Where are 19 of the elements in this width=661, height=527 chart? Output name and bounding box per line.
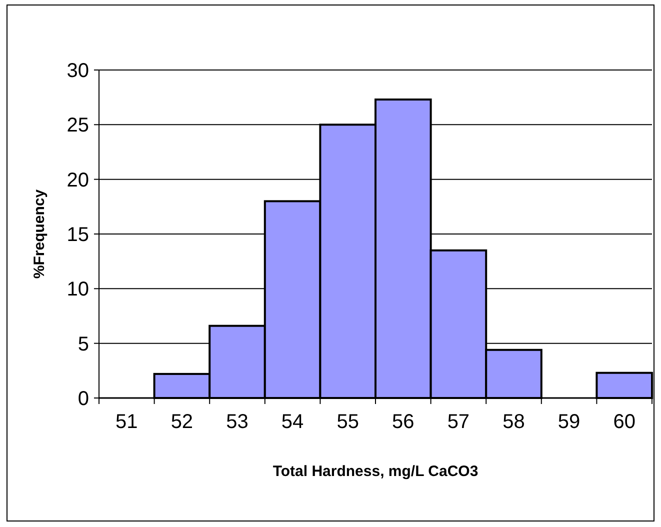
x-tick-label: 58	[502, 411, 525, 433]
y-tick-label: 20	[66, 169, 89, 192]
x-tick-label: 52	[170, 411, 194, 433]
x-tick-label: 59	[558, 411, 580, 433]
y-tick-label: 10	[66, 278, 89, 301]
y-axis-title: %Frequency	[31, 188, 48, 279]
y-tick-label: 5	[78, 333, 89, 356]
x-tick-label: 51	[116, 411, 138, 433]
y-tick-label: 30	[66, 60, 89, 82]
x-tick-label: 53	[226, 411, 248, 433]
x-tick-label: 54	[281, 411, 304, 433]
x-tick-label: 56	[392, 411, 414, 433]
x-tick-label: 55	[336, 411, 359, 433]
x-tick-label: 60	[613, 411, 636, 433]
x-axis-title: Total Hardness, mg/L CaCO3	[272, 463, 478, 480]
x-tick-label: 57	[447, 411, 470, 433]
y-tick-label: 25	[66, 114, 89, 137]
y-tick-label: 15	[66, 224, 89, 246]
y-tick-label: 0	[78, 388, 89, 410]
